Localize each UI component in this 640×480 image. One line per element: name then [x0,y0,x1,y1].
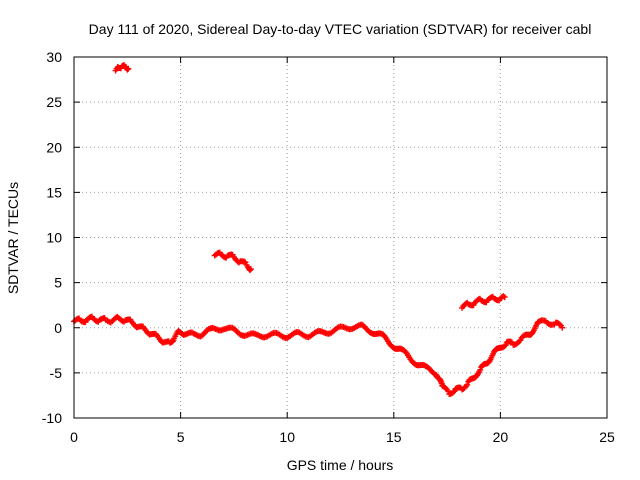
data-point [247,266,254,273]
data-point [477,366,484,373]
y-axis-label: SDTVAR / TECUs [5,182,21,294]
data-point [501,294,508,301]
data-point [559,324,566,331]
y-tick-label: 25 [46,94,62,110]
x-axis-label: GPS time / hours [287,457,394,473]
y-tick-label: 5 [54,275,62,291]
series-2 [211,249,254,274]
y-tick-label: 20 [46,139,62,155]
x-tick-label: 20 [493,429,509,445]
data-point [502,342,509,349]
data-point [169,338,176,345]
data-point [125,65,132,72]
series-3 [459,293,508,311]
data-points [71,62,566,398]
y-tick-label: 15 [46,184,62,200]
axes: 0 5 10 15 20 25 -10 -5 0 5 10 15 20 25 30 [42,49,615,445]
data-point [556,321,563,328]
x-tick-label: 5 [177,429,185,445]
y-tick-label: 10 [46,230,62,246]
y-tick-label: 30 [46,49,62,65]
y-tick-label: 0 [54,320,62,336]
data-point [464,381,471,388]
plot-frame [73,56,608,419]
x-tick-label: 15 [386,429,402,445]
data-point [246,267,253,274]
y-tick-label: -10 [42,410,62,426]
series-0 [71,313,566,398]
x-tick-label: 25 [599,429,615,445]
x-tick-label: 0 [70,429,78,445]
data-point [124,66,131,73]
y-tick-label: -5 [50,365,63,381]
chart-title: Day 111 of 2020, Sidereal Day-to-day VTE… [89,21,592,37]
data-point [501,343,508,350]
data-point [450,389,457,396]
x-tick-label: 10 [279,429,295,445]
grid-lines [74,57,607,418]
series-1 [112,62,132,74]
